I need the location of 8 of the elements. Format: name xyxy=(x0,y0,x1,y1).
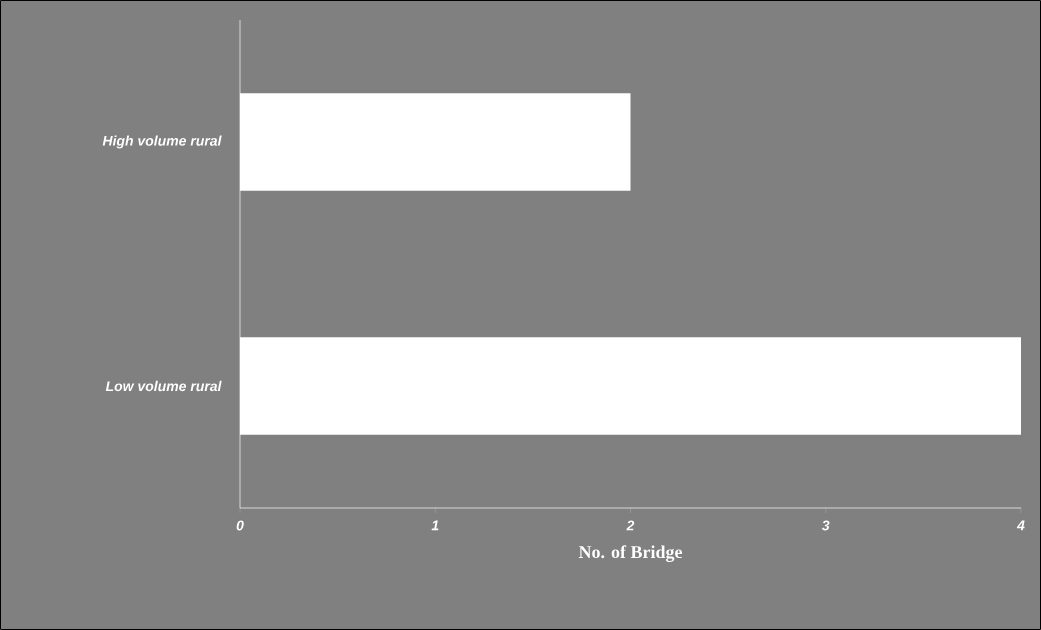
y-tick-label: Low volume rural xyxy=(105,380,222,392)
x-tick-label: 1 xyxy=(431,520,439,531)
x-tick-label: 0 xyxy=(236,520,244,531)
x-axis-title: No. of Bridge xyxy=(578,545,683,562)
y-tick-label: High volume rural xyxy=(102,135,222,149)
x-tick-label: 4 xyxy=(1016,520,1025,531)
x-tick-label: 2 xyxy=(626,520,635,531)
x-tick-label: 3 xyxy=(821,520,830,531)
